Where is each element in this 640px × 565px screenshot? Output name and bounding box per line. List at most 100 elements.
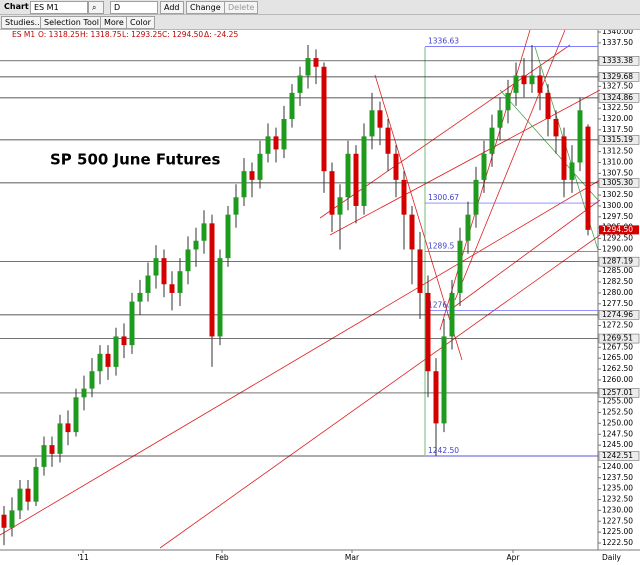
x-tick-label: Feb (215, 553, 229, 562)
add-button[interactable]: Add (160, 1, 184, 14)
y-tick-label: 1262.50 (602, 364, 633, 373)
color-button[interactable]: Color (126, 16, 155, 29)
y-tick-label: 1267.50 (602, 342, 633, 351)
candle-body (329, 171, 335, 215)
candle-body (65, 423, 71, 433)
info-open: O: 1318.25 (38, 30, 80, 39)
candle-body (497, 110, 503, 128)
candle-body (585, 126, 591, 230)
candle-body (257, 153, 263, 180)
candle-body (57, 423, 63, 454)
y-tick-label: 1292.50 (602, 234, 633, 243)
y-tick-label: 1280.00 (602, 288, 633, 297)
candle-body (169, 284, 175, 293)
y-tick-label: 1302.50 (602, 190, 633, 199)
y-tick-label: 1297.50 (602, 212, 633, 221)
toolbar: Chart ES M1 ⌕ D Add Change Delete (0, 0, 640, 15)
more-button[interactable]: More (100, 16, 128, 29)
y-tick-label: 1317.50 (602, 125, 633, 134)
candle-body (465, 214, 471, 241)
y-tick-label: 1265.00 (602, 353, 633, 362)
level-label-box (598, 256, 640, 267)
level-label: 1305.30 (602, 178, 633, 187)
candle-body (25, 488, 31, 502)
candle-body (489, 127, 495, 154)
y-tick-label: 1240.00 (602, 462, 633, 471)
candle-body (513, 75, 519, 93)
y-tick-label: 1320.00 (602, 114, 633, 123)
y-tick-label: 1312.50 (602, 147, 633, 156)
candle-body (433, 371, 439, 424)
candle-body (361, 136, 367, 206)
candle-body (449, 292, 455, 337)
selection-tool[interactable]: Selection Tool (40, 16, 103, 29)
y-tick-label: 1277.50 (602, 299, 633, 308)
y-tick-label: 1337.50 (602, 38, 633, 47)
y-tick-label: 1282.50 (602, 277, 633, 286)
info-symbol: ES M1 (12, 30, 35, 39)
fib-label: 1300.67 (428, 193, 459, 202)
level-label: 1324.86 (602, 93, 633, 102)
candle-body (185, 249, 191, 272)
y-tick-label: 1322.50 (602, 103, 633, 112)
candle-body (273, 136, 279, 150)
x-tick-label: Apr (507, 553, 521, 562)
level-label-box (598, 310, 640, 320)
candle-body (457, 240, 463, 293)
candle-body (49, 445, 55, 454)
info-change: Δ: -24.25 (204, 30, 238, 39)
y-tick-label: 1250.00 (602, 418, 633, 427)
level-label: 1257.01 (602, 388, 633, 397)
level-label-box (598, 93, 640, 103)
candle-body (529, 75, 535, 85)
candle-body (353, 153, 359, 206)
candle-body (217, 258, 223, 337)
candle-body (9, 510, 15, 528)
level-label: 1315.19 (602, 135, 633, 144)
symbol-select[interactable]: ES M1 (30, 1, 88, 14)
y-tick-label: 1247.50 (602, 429, 633, 438)
y-tick-label: 1252.50 (602, 408, 633, 417)
trend-lines (0, 30, 601, 549)
candle-body (97, 353, 103, 372)
y-tick-label: 1230.00 (602, 505, 633, 514)
delete-button[interactable]: Delete (224, 1, 259, 14)
level-label-box (598, 451, 640, 461)
candle-body (409, 214, 415, 250)
level-label-box (598, 135, 640, 145)
candle-body (321, 66, 327, 172)
chart: SP 500 June Futures ES M1 O: 1318.25 H: … (0, 30, 640, 562)
level-label: 1287.19 (602, 257, 633, 266)
candle-body (377, 110, 383, 128)
candle-body (505, 92, 511, 111)
candle-body (313, 58, 319, 67)
candle-body (209, 223, 215, 337)
chart-title: SP 500 June Futures (50, 151, 220, 169)
period-label: Daily (602, 553, 622, 562)
x-tick-label: '11 (77, 553, 89, 562)
info-low: L: 1293.25 (122, 30, 162, 39)
candle-body (393, 153, 399, 180)
candle-body (201, 223, 207, 241)
level-label: 1329.68 (602, 72, 633, 81)
candle-body (297, 75, 303, 93)
candle-body (545, 92, 551, 119)
level-label: 1333.38 (602, 56, 633, 65)
level-label-box (598, 56, 640, 66)
candle-body (137, 292, 143, 302)
candle-body (521, 75, 527, 85)
candle-body (537, 75, 543, 93)
y-tick-label: 1235.00 (602, 484, 633, 493)
y-tick-label: 1255.00 (602, 397, 633, 406)
search-button[interactable]: ⌕ (88, 1, 104, 14)
fib-label: 1242.50 (428, 446, 459, 455)
candle-body (417, 249, 423, 293)
period-select[interactable]: D (110, 1, 158, 14)
y-tick-label: 1225.00 (602, 527, 633, 536)
y-tick-label: 1340.00 (602, 30, 633, 36)
level-label-box (598, 333, 640, 344)
level-label: 1269.51 (602, 334, 633, 343)
y-tick-label: 1307.50 (602, 168, 633, 177)
change-button[interactable]: Change (186, 1, 225, 14)
candle-body (369, 110, 375, 137)
